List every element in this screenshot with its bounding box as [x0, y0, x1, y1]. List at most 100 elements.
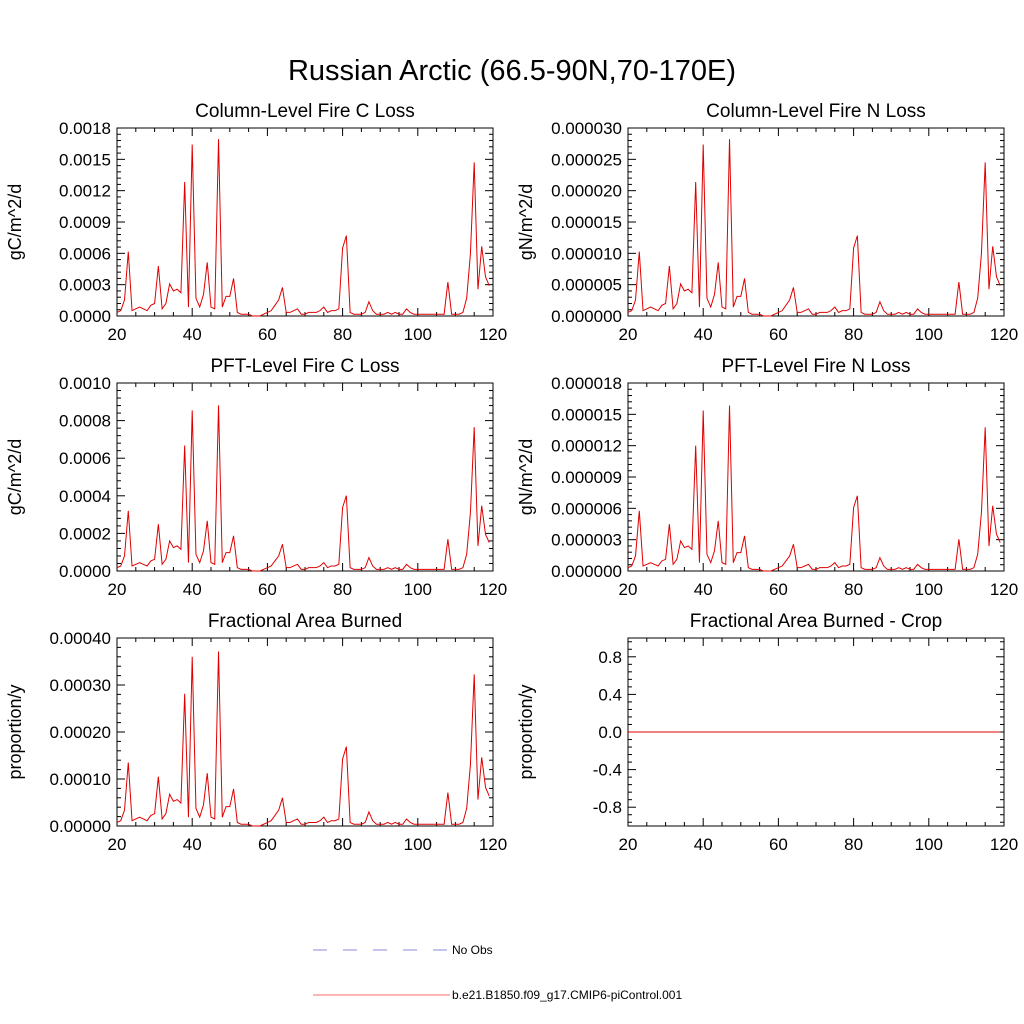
x-tick-label: 80 — [333, 580, 352, 599]
y-tick-label: 0.00000 — [50, 817, 111, 836]
y-tick-label: 0.0000 — [59, 562, 111, 581]
x-tick-label: 100 — [915, 835, 943, 854]
y-tick-label: 0.00010 — [50, 770, 111, 789]
x-tick-label: 100 — [915, 580, 943, 599]
x-tick-label: 60 — [258, 325, 277, 344]
y-tick-label: 0.0018 — [59, 119, 111, 138]
x-tick-label: 80 — [844, 835, 863, 854]
y-tick-label: 0.000006 — [551, 499, 622, 518]
plot-frame — [116, 127, 494, 317]
y-axis-label: proportion/y — [5, 684, 25, 779]
panel-title: Fractional Area Burned - Crop — [690, 611, 942, 632]
x-tick-label: 120 — [479, 580, 507, 599]
panel-5: Fractional Area Burned - Crop proportion/… — [516, 611, 1018, 854]
y-tick-label: 0.000015 — [551, 213, 622, 232]
x-tick-label: 40 — [183, 835, 202, 854]
x-tick-label: 120 — [990, 580, 1018, 599]
x-tick-label: 100 — [404, 325, 432, 344]
y-tick-label: 0.00020 — [50, 723, 111, 742]
panel-3: PFT-Level Fire N Loss gN/m^2/d 20 40 60 80 100… — [516, 356, 1018, 599]
y-tick-label: 0.0004 — [59, 487, 111, 506]
x-tick-label: 100 — [915, 325, 943, 344]
y-tick-label: 0.8 — [598, 648, 622, 667]
panel-1: Column-Level Fire N Loss gN/m^2/d 20 40 60 80… — [516, 101, 1018, 344]
x-tick-label: 100 — [404, 835, 432, 854]
x-tick-label: 80 — [844, 325, 863, 344]
x-tick-label: 40 — [694, 580, 713, 599]
plot-frame — [116, 637, 494, 827]
y-tick-label: -0.8 — [593, 798, 622, 817]
y-axis-label: gC/m^2/d — [5, 439, 25, 515]
y-tick-label: 0.0009 — [59, 213, 111, 232]
x-tick-label: 60 — [769, 325, 788, 344]
x-tick-label: 60 — [769, 835, 788, 854]
y-tick-label: 0.00030 — [50, 676, 111, 695]
panel-0: Column-Level Fire C Loss gC/m^2/d 20 40 60 80… — [5, 101, 507, 344]
x-tick-label: 20 — [619, 835, 638, 854]
legend: No Obs b.e21.B1850.f09_g17.CMIP6-piContr… — [313, 943, 682, 1002]
y-tick-label: 0.0002 — [59, 524, 111, 543]
x-tick-label: 20 — [108, 580, 127, 599]
x-tick-label: 40 — [694, 325, 713, 344]
panel-title: Column-Level Fire N Loss — [706, 101, 926, 122]
x-tick-label: 120 — [990, 325, 1018, 344]
x-tick-label: 60 — [258, 580, 277, 599]
panel-title: PFT-Level Fire C Loss — [211, 356, 400, 377]
y-tick-label: 0.000025 — [551, 150, 622, 169]
panel-title: PFT-Level Fire N Loss — [722, 356, 911, 377]
x-tick-label: 120 — [990, 835, 1018, 854]
x-tick-label: 60 — [769, 580, 788, 599]
y-tick-label: 0.0006 — [59, 244, 111, 263]
panel-title: Fractional Area Burned — [208, 611, 402, 632]
y-axis-label: proportion/y — [516, 684, 536, 779]
y-tick-label: 0.000000 — [551, 562, 622, 581]
series-line-picontrol — [116, 651, 490, 827]
y-tick-label: 0.0008 — [59, 412, 111, 431]
x-tick-label: 80 — [333, 835, 352, 854]
panels-group: Column-Level Fire C Loss gC/m^2/d 20 40 60 80… — [5, 101, 1018, 854]
legend-label-picontrol: b.e21.B1850.f09_g17.CMIP6-piControl.001 — [452, 988, 682, 1002]
series-line-picontrol — [116, 405, 490, 572]
x-tick-label: 100 — [404, 580, 432, 599]
x-tick-label: 40 — [183, 325, 202, 344]
y-tick-label: 0.000018 — [551, 374, 622, 393]
x-tick-label: 20 — [108, 325, 127, 344]
plot-frame — [627, 127, 1005, 317]
x-tick-label: 20 — [619, 580, 638, 599]
y-tick-label: 0.0000 — [59, 307, 111, 326]
y-tick-label: 0.0015 — [59, 150, 111, 169]
y-tick-label: 0.000020 — [551, 182, 622, 201]
x-tick-label: 60 — [258, 835, 277, 854]
figure-title: Russian Arctic (66.5-90N,70-170E) — [288, 55, 736, 87]
x-tick-label: 40 — [183, 580, 202, 599]
panel-2: PFT-Level Fire C Loss gC/m^2/d 20 40 60 80 100… — [5, 356, 507, 599]
y-tick-label: 0.000015 — [551, 405, 622, 424]
y-tick-label: 0.0006 — [59, 449, 111, 468]
x-tick-label: 120 — [479, 835, 507, 854]
panel-title: Column-Level Fire C Loss — [195, 101, 415, 122]
y-tick-label: 0.00040 — [50, 629, 111, 648]
y-tick-label: 0.4 — [598, 685, 622, 704]
y-tick-label: 0.000009 — [551, 468, 622, 487]
y-tick-label: 0.0003 — [59, 276, 111, 295]
y-tick-label: 0.000012 — [551, 437, 622, 456]
y-tick-label: -0.4 — [593, 761, 622, 780]
y-tick-label: 0.0010 — [59, 374, 111, 393]
y-axis-label: gN/m^2/d — [516, 439, 536, 515]
x-tick-label: 80 — [844, 580, 863, 599]
y-tick-label: 0.0 — [598, 723, 622, 742]
y-tick-label: 0.0012 — [59, 182, 111, 201]
y-tick-label: 0.000000 — [551, 307, 622, 326]
x-tick-label: 80 — [333, 325, 352, 344]
y-axis-label: gN/m^2/d — [516, 184, 536, 260]
x-tick-label: 120 — [479, 325, 507, 344]
y-tick-label: 0.000005 — [551, 276, 622, 295]
y-axis-label: gC/m^2/d — [5, 184, 25, 260]
y-tick-label: 0.000003 — [551, 531, 622, 550]
panel-4: Fractional Area Burned proportion/y 20 40 60… — [5, 611, 507, 854]
plot-frame — [116, 382, 494, 572]
x-tick-label: 20 — [619, 325, 638, 344]
x-tick-label: 40 — [694, 835, 713, 854]
series-line-picontrol — [627, 139, 1001, 317]
